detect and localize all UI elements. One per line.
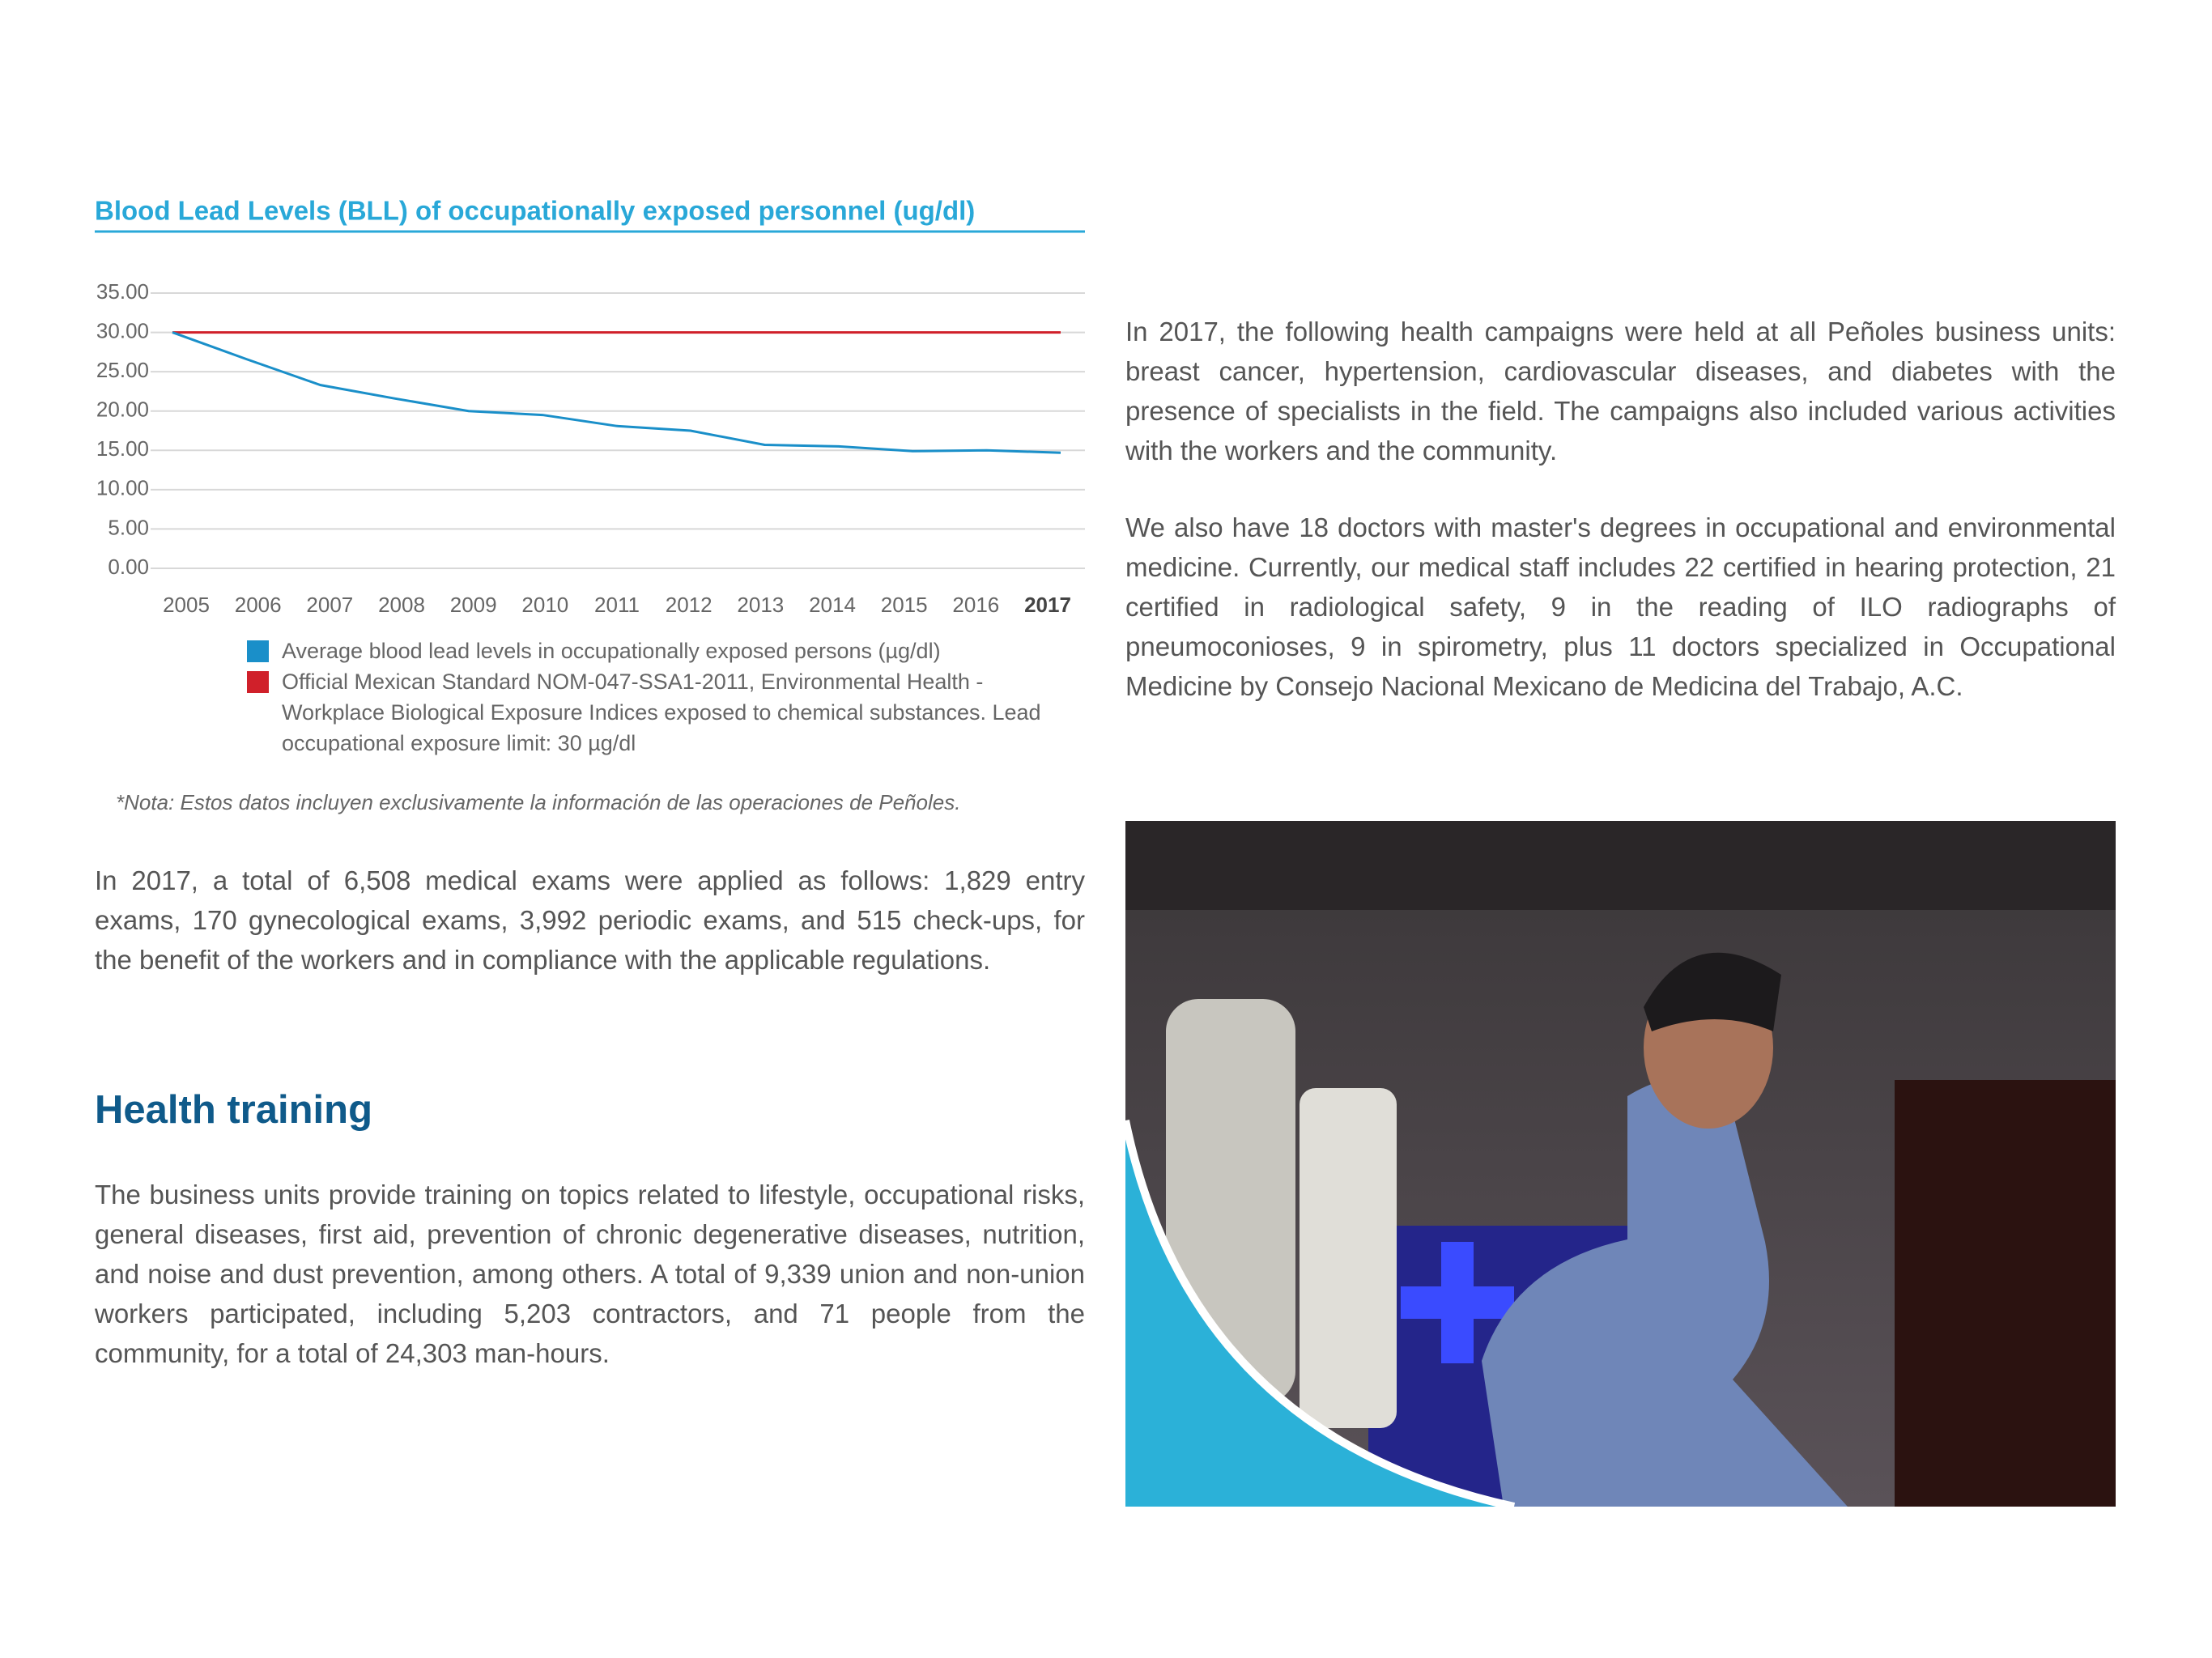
line-series [172, 331, 1061, 454]
x-tick-label: 2015 [881, 593, 928, 617]
legend-item: Average blood lead levels in occupationa… [247, 636, 1089, 666]
paragraph: We also have 18 doctors with master's de… [1125, 512, 2116, 701]
x-tick-label: 2014 [809, 593, 856, 617]
paragraph: In 2017, the following health campaigns … [1125, 317, 2116, 466]
x-tick-label: 2016 [952, 593, 999, 617]
heading: Health training [95, 1088, 373, 1132]
x-tick-label: 2006 [235, 593, 282, 617]
chart-title: Blood Lead Levels (BLL) of occupationall… [95, 196, 975, 226]
chart-note: *Nota: Estos datos incluyen exclusivamen… [116, 790, 960, 814]
x-tick-label: 2009 [450, 593, 497, 617]
legend-item: Official Mexican Standard NOM-047-SSA1-2… [247, 666, 1089, 759]
y-tick-label: 0.00 [108, 555, 149, 579]
legend-label: Official Mexican Standard NOM-047-SSA1-2… [282, 670, 1041, 755]
y-tick-label: 25.00 [96, 358, 149, 382]
y-tick-label: 15.00 [96, 436, 149, 461]
y-tick-label: 35.00 [96, 279, 149, 304]
legend-swatch [247, 671, 269, 693]
chart: Blood Lead Levels (BLL) of occupationall… [95, 196, 1085, 814]
x-tick-label: 2011 [594, 593, 640, 617]
legend-label: Average blood lead levels in occupationa… [282, 639, 941, 663]
y-tick-label: 10.00 [96, 476, 149, 500]
x-tick-label: 2010 [521, 593, 568, 617]
x-tick-label: 2013 [737, 593, 784, 617]
y-tick-label: 30.00 [96, 318, 149, 342]
y-tick-label: 5.00 [108, 515, 149, 539]
x-tick-label: 2017 [1024, 593, 1071, 617]
y-tick-label: 20.00 [96, 397, 149, 422]
paragraph: The business units provide training on t… [95, 1180, 1085, 1368]
x-tick-label: 2007 [306, 593, 353, 617]
x-tick-label: 2005 [163, 593, 210, 617]
photo [1125, 821, 2116, 1507]
x-tick-label: 2012 [666, 593, 713, 617]
paragraph: In 2017, a total of 6,508 medical exams … [95, 865, 1085, 975]
legend-swatch [247, 640, 269, 662]
x-tick-label: 2008 [378, 593, 425, 617]
